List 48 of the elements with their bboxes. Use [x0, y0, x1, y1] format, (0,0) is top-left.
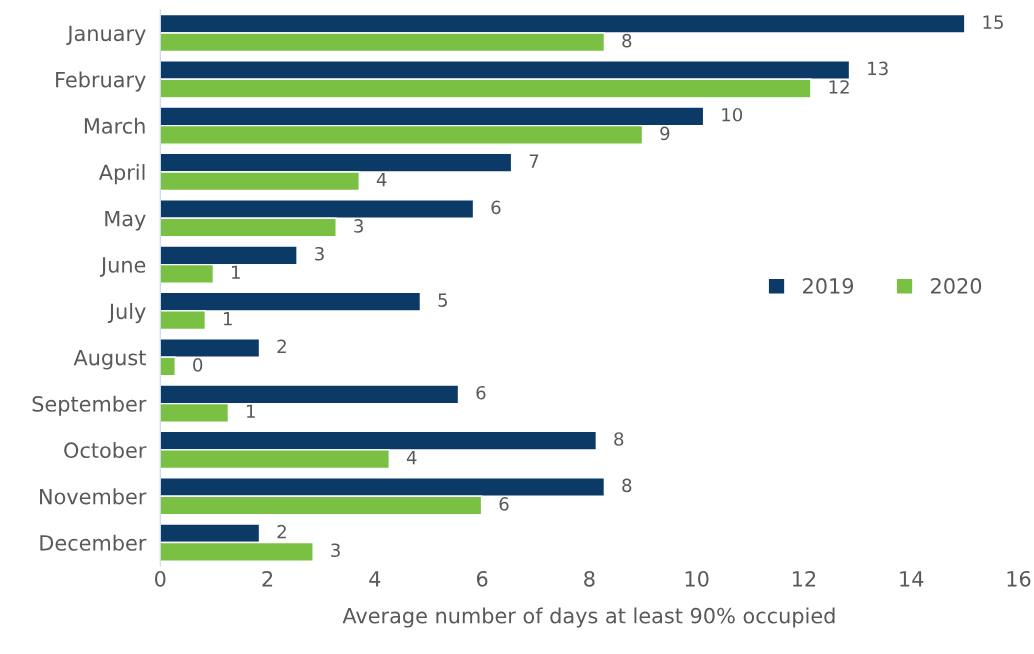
x-axis-title: Average number of days at least 90% occupied [342, 607, 835, 628]
data-label: 3 [354, 219, 363, 233]
y-tick-label: November [40, 488, 147, 505]
legend-label: 2020 [931, 278, 982, 294]
data-label: 8 [622, 33, 632, 48]
data-label: 5 [438, 293, 447, 307]
y-tick-label: December [40, 534, 147, 551]
x-tick-label: 8 [584, 570, 595, 587]
x-tick-label: 2 [262, 570, 273, 587]
data-label: 1 [232, 265, 240, 279]
data-label: 10 [722, 107, 743, 122]
x-tick-label: 4 [369, 571, 381, 587]
x-tick-label: 0 [155, 570, 166, 587]
data-label: 12 [829, 80, 849, 94]
x-tick-label: 6 [476, 570, 488, 587]
data-label: 7 [529, 154, 539, 168]
x-tick-label: 12 [792, 570, 816, 587]
data-label: 4 [376, 173, 387, 187]
data-label: 6 [491, 200, 501, 215]
data-label: 6 [476, 385, 486, 400]
x-tick-label: 14 [900, 571, 924, 587]
y-tick-label: January [66, 25, 146, 46]
y-tick-label: October [64, 441, 147, 459]
y-tick-label: April [98, 164, 145, 185]
data-label: 2 [277, 339, 286, 353]
x-tick-label: 16 [1007, 570, 1031, 587]
data-label: 3 [315, 246, 324, 261]
x-tick-label: 10 [685, 570, 709, 587]
data-label: 9 [660, 126, 670, 141]
data-label: 4 [406, 450, 417, 465]
y-tick-label: February [56, 71, 146, 92]
y-tick-label: September [32, 395, 147, 416]
data-label: 2 [277, 524, 286, 539]
data-label: 8 [614, 432, 624, 446]
data-label: 6 [499, 497, 509, 511]
y-tick-label: July [107, 303, 146, 324]
data-label: 1 [223, 312, 232, 326]
y-tick-label: March [84, 117, 145, 134]
data-label: 3 [331, 543, 340, 558]
data-label: 15 [983, 15, 1003, 29]
legend-label: 2019 [803, 278, 854, 294]
y-tick-label: August [73, 349, 146, 370]
y-tick-label: May [105, 211, 146, 231]
data-label: 13 [868, 61, 888, 76]
data-label: 1 [247, 404, 255, 418]
y-tick-label: June [99, 257, 146, 277]
data-label: 0 [193, 358, 203, 372]
data-label: 8 [622, 478, 632, 493]
